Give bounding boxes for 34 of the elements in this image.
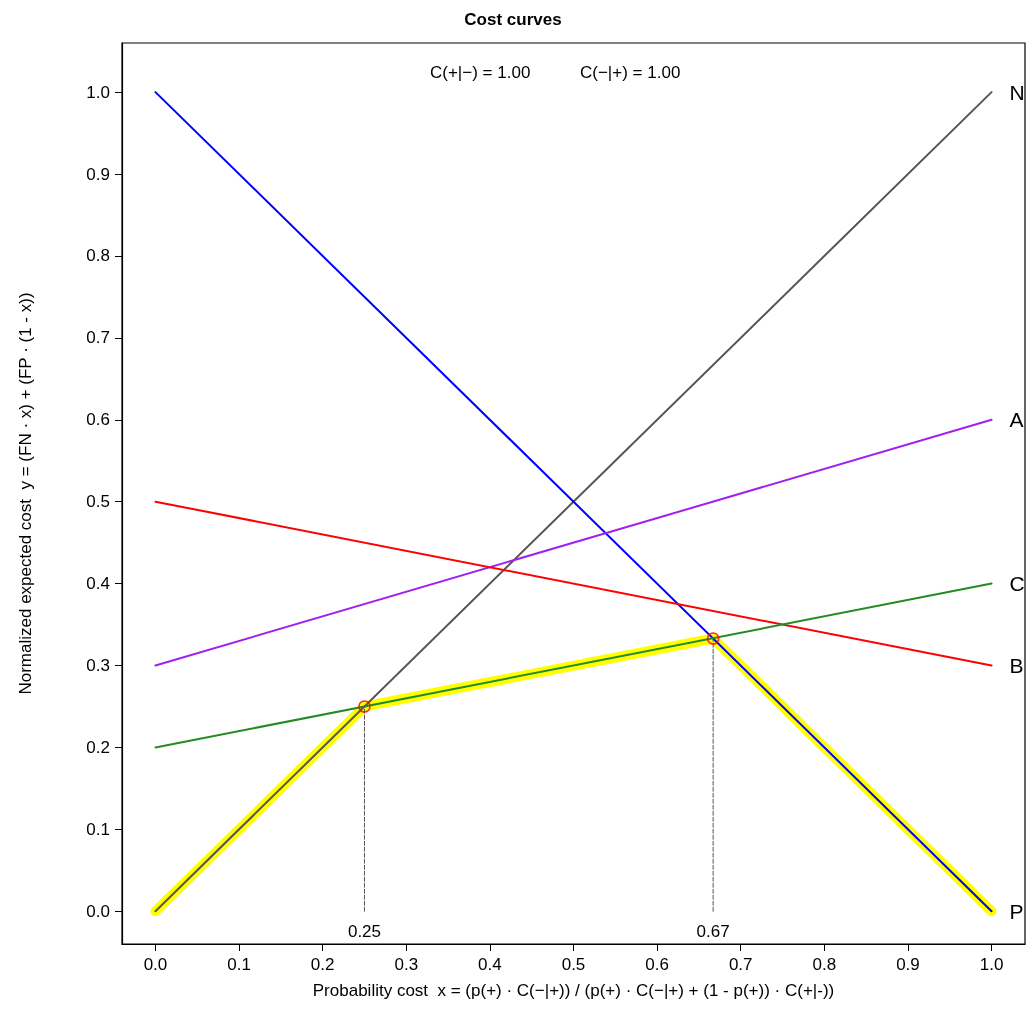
annotation: 0.67 xyxy=(696,922,730,942)
y-axis-title: Normalized expected cost y = (FN · x) + (FP · (1 - x)) xyxy=(16,292,35,695)
x-axis-title: Probability cost x = (p(+) · C(−|+)) / (p(+) · C(−|+) + (1 - p(+)) · C(+|-)) xyxy=(312,981,835,1000)
chart-title: Cost curves xyxy=(464,10,562,29)
annotation: C(−|+) = 1.00 xyxy=(580,63,681,82)
annotation: 0.25 xyxy=(347,922,382,942)
x-tick-label: 1.0 xyxy=(979,955,1004,974)
y-tick-label: 0.5 xyxy=(86,492,110,512)
y-tick-label: 0.2 xyxy=(86,737,110,757)
x-tick-label: 0.0 xyxy=(143,955,168,974)
annotation: C(+|−) = 1.00 xyxy=(430,63,531,82)
y-tick-label: 0.3 xyxy=(86,656,110,676)
x-tick-label: 0.2 xyxy=(310,955,335,974)
y-tick-label: 0.7 xyxy=(86,328,110,348)
series-label: A xyxy=(1009,408,1024,432)
x-tick-label: 0.1 xyxy=(227,955,251,974)
y-tick-label: 0.6 xyxy=(86,410,110,430)
x-tick-label: 0.5 xyxy=(561,955,586,974)
series-label: P xyxy=(1009,899,1024,923)
series-label: N xyxy=(1009,80,1025,104)
series-label: B xyxy=(1009,654,1024,678)
y-tick-label: 0.9 xyxy=(86,164,110,184)
x-tick-label: 0.6 xyxy=(645,955,669,974)
y-tick-label: 1.0 xyxy=(86,82,110,102)
y-tick-label: 0.4 xyxy=(86,574,110,594)
y-tick-label: 0.1 xyxy=(86,819,110,839)
y-tick-label: 0.8 xyxy=(86,246,110,266)
x-tick-label: 0.3 xyxy=(394,955,419,974)
x-tick-label: 0.8 xyxy=(812,955,837,974)
x-tick-label: 0.4 xyxy=(478,955,502,974)
y-tick-label: 0.0 xyxy=(86,901,110,921)
x-tick-label: 0.7 xyxy=(728,955,753,974)
x-tick-label: 0.9 xyxy=(896,955,920,974)
series-label: C xyxy=(1009,572,1025,596)
